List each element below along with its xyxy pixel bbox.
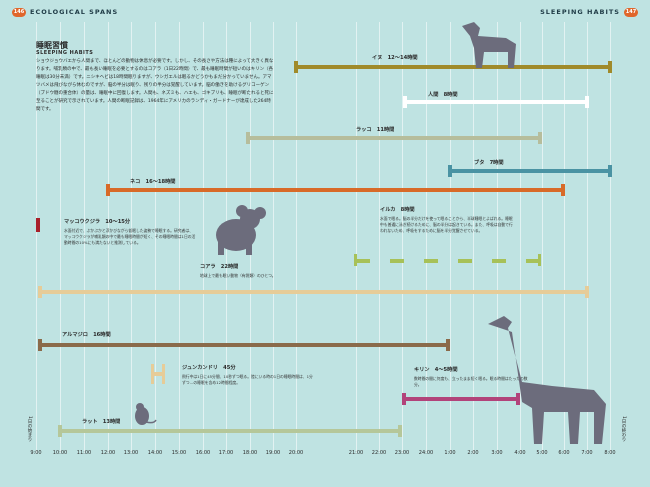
time-tick: 21:00	[348, 450, 364, 456]
time-tick: 5:00	[536, 450, 548, 456]
rat-silhouette-icon	[135, 403, 157, 425]
time-tick: 15:00	[171, 450, 187, 456]
time-tick: 7:00	[581, 450, 593, 456]
time-tick: 9:00	[30, 450, 42, 456]
time-tick: 18:00	[242, 450, 258, 456]
dog-label: イヌ 12〜14時間	[372, 55, 418, 61]
dolphin-bar	[354, 254, 541, 266]
armadillo-label: アルマジロ 16時間	[62, 332, 111, 338]
day-end-label: 1日の終わり	[621, 416, 626, 442]
section-title-jp: 睡眠習慣	[36, 41, 68, 50]
header-title-right: SLEEPING HABITS	[540, 8, 620, 16]
whale-marker	[36, 218, 40, 232]
short-sleep-marker	[151, 364, 165, 384]
koala-note: 地球上で最も眠い動物（有袋類）のひとつ。	[200, 273, 276, 278]
time-tick: 22:00	[371, 450, 387, 456]
time-tick: 11:00	[76, 450, 92, 456]
giraffe-silhouette-icon	[488, 316, 606, 444]
intro-text: ショウジョウバエから人間まで、ほとんどの動物は休息が必要です。しかし、その長さや…	[36, 59, 274, 112]
time-tick: 10:00	[52, 450, 68, 456]
dikdik-label: ジュンカンドリ 45分	[182, 365, 236, 371]
giraffe-note: 数時間の間に何度も、立ったまま短く眠る。眠る時間はたったの数分。	[414, 376, 528, 387]
time-tick: 6:00	[558, 450, 570, 456]
cat-label: ネコ 16〜18時間	[130, 179, 176, 185]
time-tick: 17:00	[218, 450, 234, 456]
time-tick: 3:00	[491, 450, 503, 456]
whale-note: 水面付近で、ぷかぷかと浮かびながら仮眠した姿勢で睡眠する。研究者は、マッコウクジ…	[64, 228, 196, 245]
dikdik-note: 飛行中は1日に45分間、10秒ずつ眠る。陸にいる時の1日の睡眠時間は、1分ずつ……	[182, 374, 313, 385]
page-header: 146 ECOLOGICAL SPANS SLEEPING HABITS 147	[0, 0, 650, 22]
page-number-left: 146	[12, 8, 26, 17]
pig-label: ブタ 7時間	[474, 160, 504, 166]
dolphin-note: 水面で眠る。脳の半分だけを使って眠ることから、半球睡眠とよばれる。睡眠中も普通に…	[380, 216, 513, 233]
time-tick: 14:00	[147, 450, 163, 456]
time-tick: 1:00	[444, 450, 456, 456]
time-tick: 12:00	[100, 450, 116, 456]
time-tick: 20:00	[288, 450, 304, 456]
time-tick: 8:00	[604, 450, 616, 456]
time-tick: 24:00	[418, 450, 434, 456]
time-tick: 23:00	[394, 450, 410, 456]
time-tick: 19:00	[265, 450, 281, 456]
page-number-right: 147	[624, 8, 638, 17]
giraffe-label: キリン 4〜5時間	[414, 367, 458, 373]
day-start-label: 1日の始まり	[27, 416, 32, 442]
human-label: 人間 8時間	[428, 92, 458, 98]
header-title-left: ECOLOGICAL SPANS	[30, 8, 119, 16]
section-title-en: SLEEPING HABITS	[36, 50, 94, 56]
time-tick: 4:00	[514, 450, 526, 456]
dolphin-label: イルカ 8時間	[380, 207, 415, 213]
rat-label: ラット 13時間	[82, 419, 121, 425]
otter-label: ラッコ 11時間	[356, 127, 395, 133]
dog-silhouette-icon	[462, 22, 516, 68]
whale-label: マッコウクジラ 10〜15分	[64, 219, 131, 225]
koala-label: コアラ 22時間	[200, 264, 239, 270]
time-tick: 16:00	[195, 450, 211, 456]
time-tick: 2:00	[467, 450, 479, 456]
time-tick: 13:00	[123, 450, 139, 456]
koala-silhouette-icon	[216, 205, 266, 255]
